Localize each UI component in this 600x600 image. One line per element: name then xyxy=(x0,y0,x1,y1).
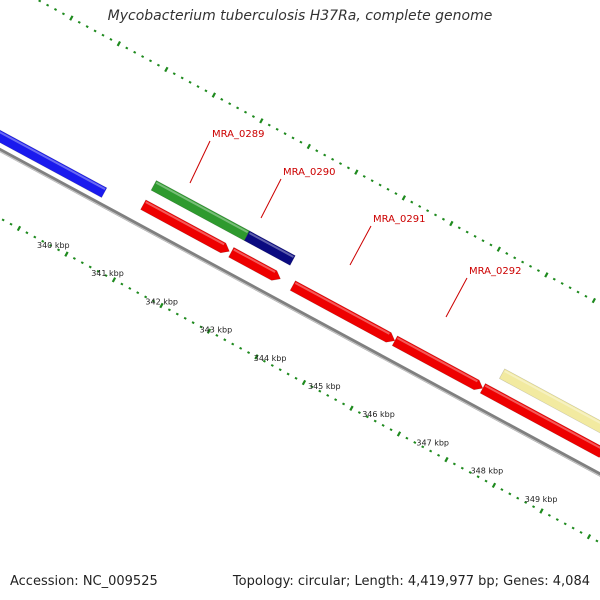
map-title: Mycobacterium tuberculosis H37Ra, comple… xyxy=(107,8,493,24)
scale-label: 344 kbp xyxy=(254,354,287,363)
genome-summary: Topology: circular; Length: 4,419,977 bp… xyxy=(232,574,590,589)
feature-MRA_0289-cds[interactable] xyxy=(228,247,281,281)
feature-MRA_0292-cds-b[interactable] xyxy=(479,383,600,458)
feature-MRA_0291-cds[interactable] xyxy=(289,280,396,343)
feature-MRA_0288-cds[interactable] xyxy=(140,199,230,254)
scale-label: 343 kbp xyxy=(200,326,233,335)
scale-label: 346 kbp xyxy=(362,410,395,419)
feature-blue-feature[interactable] xyxy=(0,116,108,198)
feature-MRA_0290[interactable] xyxy=(243,230,296,266)
gene-label-leader xyxy=(189,140,211,184)
feature-MRA_0289[interactable] xyxy=(150,180,250,242)
backbone-line xyxy=(0,147,600,477)
accession-label: Accession: NC_009525 xyxy=(10,574,158,589)
feature-MRA_0292-cds-a[interactable] xyxy=(391,335,484,391)
gene-label-leader xyxy=(445,277,468,318)
scale-label: 348 kbp xyxy=(471,467,504,476)
scale-label: 340 kbp xyxy=(37,241,70,250)
scale-label: 341 kbp xyxy=(91,269,124,278)
inner-tick-ring xyxy=(1,218,599,543)
scale-label: 345 kbp xyxy=(308,382,341,391)
feature-MRA_0293[interactable] xyxy=(499,368,600,446)
scale-label: 342 kbp xyxy=(145,297,178,306)
gene-label-MRA_0292[interactable]: MRA_0292 xyxy=(469,266,521,277)
gene-label-MRA_0291[interactable]: MRA_0291 xyxy=(373,214,425,225)
gene-label-MRA_0289[interactable]: MRA_0289 xyxy=(212,129,264,140)
gene-label-leader xyxy=(260,178,282,219)
outer-tick-ring xyxy=(38,0,597,304)
scale-label: 347 kbp xyxy=(416,438,449,447)
scale-label: 349 kbp xyxy=(525,495,558,504)
gene-label-leader xyxy=(349,225,372,266)
gene-label-MRA_0290[interactable]: MRA_0290 xyxy=(283,167,335,178)
